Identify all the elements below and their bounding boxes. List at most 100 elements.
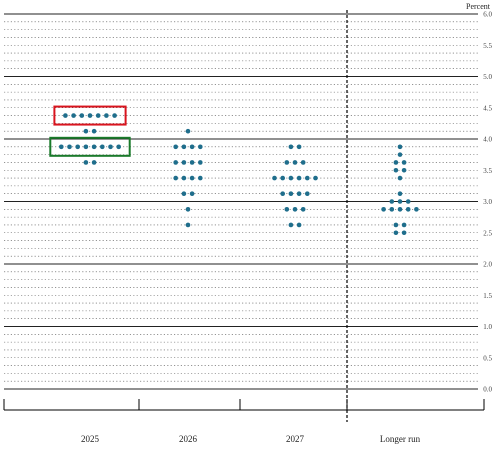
dot-point (91, 144, 97, 150)
y-tick-label: 6.0 (483, 11, 492, 19)
highlight-box (49, 136, 131, 157)
dot-point (63, 113, 68, 118)
dot-point (405, 207, 411, 212)
dot-point (401, 167, 407, 173)
dot-point (296, 222, 302, 228)
dot-point (401, 160, 407, 165)
x-category-label: 2027 (286, 434, 305, 444)
y-tick-label: 2.0 (483, 261, 492, 269)
dot-point (185, 128, 191, 134)
y-axis-unit-label: Percent (466, 2, 491, 11)
y-tick-label: 5.0 (483, 73, 492, 81)
y-tick-label: 0.0 (483, 386, 492, 394)
dot-point (401, 222, 407, 228)
dot-point (185, 222, 191, 228)
y-tick-label: 3.0 (483, 198, 492, 206)
dot-point (189, 175, 195, 181)
dot-point (414, 207, 419, 212)
dot-point (108, 144, 113, 150)
dot-point (300, 207, 306, 212)
dot-point (305, 191, 310, 196)
dot-point (389, 207, 395, 212)
dot-point (83, 144, 89, 150)
dot-point (173, 144, 178, 150)
highlight-boxes (49, 105, 131, 157)
dot-point (296, 175, 302, 181)
dot-point (296, 191, 302, 196)
y-tick-label: 4.0 (483, 136, 492, 144)
dot-point (288, 175, 294, 181)
dot-point (112, 113, 117, 118)
dot-point (116, 144, 121, 150)
dot-point (397, 144, 403, 150)
y-tick-label: 5.5 (483, 42, 492, 50)
y-tick-label: 3.5 (483, 167, 492, 175)
dot-point (83, 128, 89, 134)
dot-point (189, 160, 195, 165)
x-category-label: 2025 (81, 434, 100, 444)
dot-point (393, 167, 399, 173)
dot-point (67, 144, 72, 150)
dot-point (397, 175, 403, 181)
dot-point (173, 175, 178, 181)
dot-point (181, 175, 187, 181)
dot-point (272, 175, 277, 181)
dot-point (397, 152, 403, 157)
dot-point (300, 160, 306, 165)
dot-point (79, 113, 85, 118)
dot-point (393, 230, 399, 236)
dot-point (288, 144, 294, 150)
dot-point (75, 144, 80, 150)
grid-lines (4, 13, 478, 390)
dot-point (288, 191, 294, 196)
dot-point (185, 207, 191, 212)
dot-point (198, 175, 203, 181)
dot-point (397, 191, 403, 196)
dot-point (104, 113, 109, 118)
dot-point (173, 160, 178, 165)
x-axis-category-labels: 2025 2026 2027 Longer run (81, 434, 421, 444)
dot-point (284, 160, 290, 165)
dot-point (91, 160, 97, 165)
dot-point (305, 175, 310, 181)
dot-point (393, 222, 399, 228)
dot-point (280, 191, 286, 196)
dot-point (95, 113, 101, 118)
y-tick-label: 1.0 (483, 323, 492, 331)
y-tick-label: 1.5 (483, 292, 492, 300)
dot-point (181, 160, 187, 165)
dot-point (389, 199, 395, 204)
dot-point (100, 144, 105, 150)
dot-point (401, 230, 407, 236)
dot-point (381, 207, 386, 212)
x-category-label: Longer run (380, 434, 421, 444)
dot-point (280, 175, 286, 181)
dot-point (181, 191, 187, 196)
y-axis-tick-labels: 0.0 0.5 1.0 1.5 2.0 2.5 3.0 3.5 4.0 4.5 5.0 5.5 6.0 (483, 11, 492, 394)
dot-point (397, 207, 403, 212)
y-tick-label: 0.5 (483, 354, 492, 362)
dot-series (59, 113, 419, 236)
dot-point (198, 144, 203, 150)
dot-point (288, 222, 294, 228)
dot-point (397, 199, 403, 204)
x-category-label: 2026 (179, 434, 198, 444)
dot-point (189, 191, 195, 196)
dot-point (189, 144, 195, 150)
dot-point (296, 144, 302, 150)
dot-point (181, 144, 187, 150)
dot-point (292, 160, 298, 165)
y-tick-label: 2.5 (483, 229, 492, 237)
dot-point (71, 113, 76, 118)
dot-point (393, 160, 399, 165)
dot-point (313, 175, 318, 181)
dot-point (87, 113, 93, 118)
y-tick-label: 4.5 (483, 104, 492, 112)
x-axis (3, 399, 485, 411)
dot-point (91, 128, 97, 134)
dot-point (292, 207, 298, 212)
dot-point (83, 160, 89, 165)
dot-point (59, 144, 64, 150)
dot-point (405, 199, 411, 204)
